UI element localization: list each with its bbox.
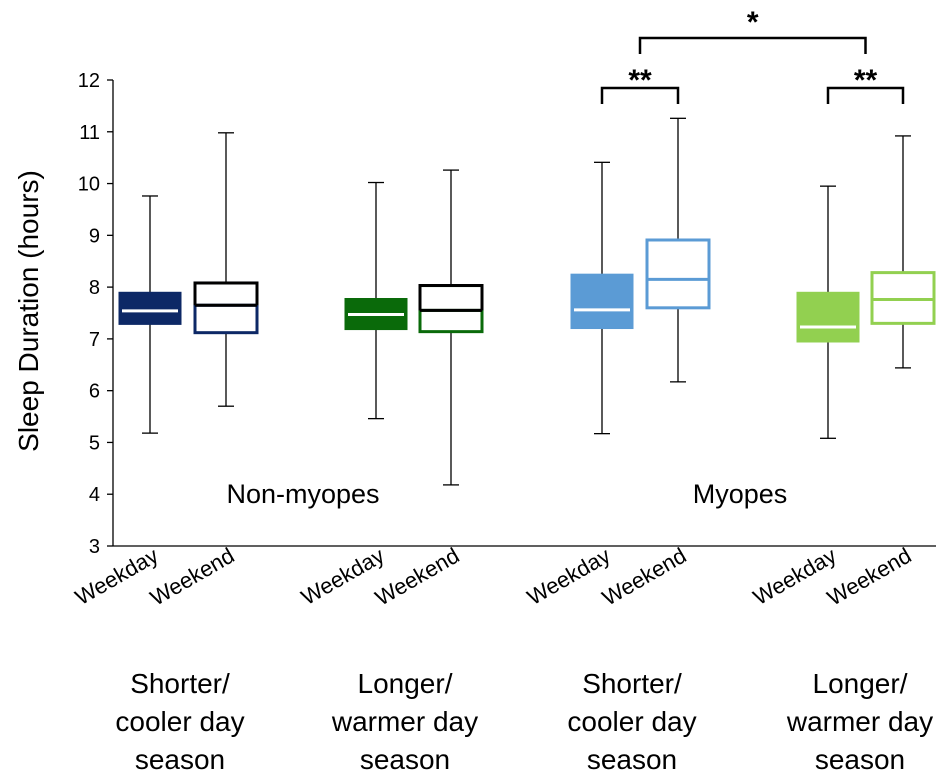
season-label-line: season [587, 744, 677, 772]
box-5 [570, 161, 634, 435]
box-1 [118, 195, 182, 434]
significance-brackets: ** *** [600, 6, 905, 104]
season-label-line: Shorter/ [130, 668, 230, 699]
y-tick-label: 8 [89, 277, 100, 299]
box-2 [193, 132, 259, 407]
significance-bracket-2: ** [826, 64, 905, 104]
significance-marker: * [747, 6, 759, 39]
box-8 [870, 135, 936, 369]
box-plots [118, 117, 936, 486]
x-tick-label: Weekend [823, 543, 916, 611]
season-label-line: warmer day [786, 706, 933, 737]
box-body [645, 238, 711, 310]
season-label-line: Longer/ [813, 668, 908, 699]
season-label-2: Longer/warmer day season [331, 668, 478, 772]
season-label-line: Longer/ [358, 668, 453, 699]
y-tick-label: 12 [78, 70, 100, 92]
y-axis-label: Sleep Duration (hours) [13, 170, 44, 452]
y-axis: 3 4 5 6 7 8 9 10 11 12 [78, 70, 936, 558]
x-tick-label: Weekend [598, 543, 691, 611]
season-label-line: warmer day [331, 706, 478, 737]
significance-marker: ** [854, 64, 878, 97]
y-tick-label: 7 [89, 329, 100, 351]
bracket-line [826, 86, 905, 104]
x-tick-label: Weekday [71, 543, 163, 610]
season-label-line: Shorter/ [582, 668, 682, 699]
box-7 [796, 185, 860, 439]
y-tick-label: 11 [79, 122, 100, 144]
x-tick-label: Weekday [297, 543, 389, 610]
season-label-line: cooler day [567, 706, 696, 737]
x-tick-label: Weekend [146, 543, 239, 611]
y-tick-label: 5 [89, 432, 100, 454]
y-tick-label: 3 [89, 536, 100, 558]
season-label-4: Longer/warmer day season [786, 668, 933, 772]
box-body [796, 291, 860, 343]
significance-bracket-1: ** [600, 64, 680, 104]
season-label-line: season [360, 744, 450, 772]
box-upper-outline [193, 281, 259, 306]
y-tick-label: 6 [89, 381, 100, 403]
season-label-3: Shorter/cooler day season [567, 668, 696, 772]
significance-bracket-3: * [638, 6, 867, 54]
population-label: Myopes [693, 479, 788, 509]
season-label-line: season [135, 744, 225, 772]
bracket-line [600, 86, 680, 104]
box-body [418, 284, 484, 334]
x-tick-label: Weekday [523, 543, 615, 610]
y-tick-label: 9 [89, 225, 100, 247]
box-6 [645, 117, 711, 383]
y-tick-label: 10 [78, 174, 100, 196]
box-body [570, 273, 634, 330]
y-tick-label: 4 [89, 484, 100, 506]
box-upper-outline [418, 284, 484, 311]
box-3 [344, 181, 408, 420]
box-body [870, 271, 936, 325]
x-tick-label: Weekday [749, 543, 841, 610]
x-tick-label: Weekend [371, 543, 464, 611]
population-label: Non-myopes [226, 479, 379, 509]
significance-marker: ** [628, 64, 652, 97]
season-label-1: Shorter/cooler day season [115, 668, 244, 772]
season-label-line: season [815, 744, 905, 772]
bracket-line [638, 36, 867, 54]
season-label-line: cooler day [115, 706, 244, 737]
box-body [118, 291, 182, 325]
population-labels: Non-myopes Myopes [226, 479, 787, 509]
box-body [193, 281, 259, 335]
box-4 [418, 169, 484, 486]
